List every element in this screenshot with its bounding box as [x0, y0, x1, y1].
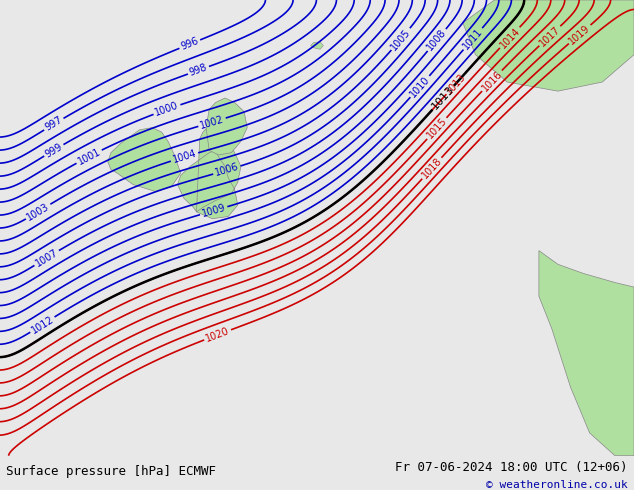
Text: 1000: 1000: [153, 100, 180, 118]
Text: 1017: 1017: [538, 24, 562, 48]
Text: 1006: 1006: [214, 162, 240, 178]
Polygon shape: [108, 127, 181, 192]
Polygon shape: [463, 0, 634, 91]
Text: 1005: 1005: [389, 26, 413, 52]
Text: 1003: 1003: [25, 201, 51, 222]
Text: 1013: 1013: [430, 84, 456, 112]
Polygon shape: [206, 98, 247, 155]
Text: 999: 999: [43, 141, 64, 159]
Text: 998: 998: [188, 62, 209, 78]
Text: 1007: 1007: [34, 247, 60, 269]
Polygon shape: [178, 123, 241, 219]
Polygon shape: [539, 251, 634, 456]
Text: 1015: 1015: [425, 116, 449, 141]
Text: 1009: 1009: [200, 202, 227, 219]
Text: 1014: 1014: [498, 25, 522, 50]
Polygon shape: [311, 42, 323, 49]
Text: 1004: 1004: [171, 148, 198, 165]
Text: 1019: 1019: [567, 23, 592, 46]
Text: 1013: 1013: [444, 71, 468, 96]
Text: 1012: 1012: [29, 314, 56, 335]
Text: 996: 996: [179, 36, 200, 52]
Text: 1008: 1008: [425, 27, 448, 53]
Text: Fr 07-06-2024 18:00 UTC (12+06): Fr 07-06-2024 18:00 UTC (12+06): [395, 461, 628, 474]
Text: 997: 997: [43, 115, 64, 133]
Text: 1010: 1010: [408, 74, 432, 99]
Text: 1001: 1001: [76, 147, 102, 167]
Text: 1016: 1016: [480, 69, 504, 93]
Text: 1011: 1011: [461, 26, 484, 51]
Text: 1002: 1002: [199, 114, 225, 130]
Text: © weatheronline.co.uk: © weatheronline.co.uk: [486, 480, 628, 490]
Text: 1020: 1020: [204, 326, 231, 344]
Text: Surface pressure [hPa] ECMWF: Surface pressure [hPa] ECMWF: [6, 465, 216, 478]
Text: 1018: 1018: [420, 156, 444, 181]
